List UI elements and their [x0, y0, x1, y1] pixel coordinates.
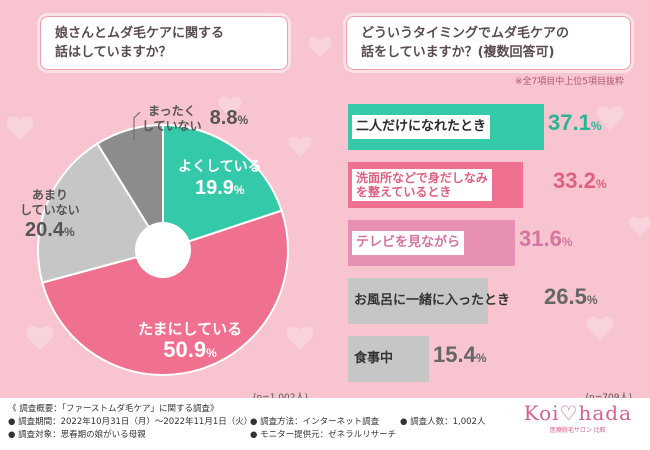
- pie-label-rarely: あまり していない 20.4%: [20, 188, 80, 244]
- footer: 《 調査概要：「ファーストムダ毛ケア」に関する調査》 ● 調査期間：2022年1…: [0, 398, 650, 450]
- pie-label-value: 19.9%: [194, 177, 245, 199]
- pie-label-value: 20.4%: [25, 219, 75, 241]
- left-title-line1: 娘さんとムダ毛ケアに関する: [55, 26, 225, 41]
- bar-label-line: お風呂に一緒に入ったとき: [354, 293, 511, 308]
- pie-label-text: していない: [142, 119, 202, 133]
- bar-label: お風呂に一緒に入ったとき: [354, 278, 510, 324]
- bar-label: テレビを見ながら: [352, 231, 465, 255]
- bar-value: 37.1%: [548, 110, 602, 135]
- pie-label-text: まったく: [148, 104, 196, 118]
- left-title-line2: 話はしていますか？: [55, 45, 172, 60]
- pie-slice-often: [162, 123, 283, 252]
- right-note: ※全7項目中上位5項目抜粋: [515, 77, 624, 87]
- koihada-logo: Koi♡hada 医療脱毛サロン 比較: [524, 403, 632, 436]
- left-title: 娘さんとムダ毛ケアに関する 話はしていますか？: [40, 16, 288, 70]
- footer-survey-title: 《 調査概要：「ファーストムダ毛ケア」に関する調査》: [8, 404, 219, 414]
- bar-fill: [348, 278, 488, 324]
- pie-center-hole: [135, 222, 191, 278]
- logo-text: Koi♡hada: [523, 401, 632, 425]
- footer-count: ● 調査人数：1,002人: [400, 417, 486, 427]
- right-title-line1: どういうタイミングでムダ毛ケアの: [361, 26, 570, 41]
- right-title: どういうタイミングでムダ毛ケアの 話をしていますか？(複数回答可): [346, 16, 631, 70]
- footer-method: ● 調査方法：インターネット調査: [250, 417, 380, 427]
- footer-period: ● 調査期間：2022年10月31日（月）～2022年11月1日（火）: [8, 417, 253, 427]
- pie-slice-rarely: [37, 142, 165, 284]
- bar-label-line: 洗面所などで身だしなみ: [356, 171, 488, 185]
- bar-value: 15.4%: [433, 342, 487, 367]
- pie-label-text: あまり: [31, 188, 68, 202]
- bar-label: 二人だけになれたとき: [352, 115, 491, 139]
- bar-value: 26.5%: [544, 284, 598, 309]
- right-panel: どういうタイミングでムダ毛ケアの 話をしていますか？(複数回答可) ※全7項目中…: [334, 8, 640, 403]
- bar-label: 食事中: [354, 336, 393, 382]
- pie-label-text: していない: [20, 203, 80, 217]
- bar-fill: [348, 336, 429, 382]
- bar-label-line: を整えているとき: [356, 185, 452, 199]
- pie-leader-line: [133, 111, 141, 140]
- pie-label-text: たまにしている: [138, 320, 243, 338]
- logo-subtext: 医療脱毛サロン 比較: [549, 427, 606, 434]
- bar-value: 33.2%: [553, 168, 607, 193]
- pie-label-value: 50.9%: [163, 337, 217, 362]
- pie-label-sometimes: たまにしている 50.9%: [138, 320, 242, 365]
- right-title-line2: 話をしていますか？(複数回答可): [361, 45, 555, 60]
- pie-chart: [37, 111, 289, 376]
- left-panel: 娘さんとムダ毛ケアに関する 話はしていますか？ よくしている 19.9% たまにして…: [10, 8, 316, 403]
- pie-label-value: 8.8%: [209, 107, 249, 129]
- pie-label-never: まったく していない 8.8%: [142, 104, 248, 134]
- footer-target: ● 調査対象：思春期の娘がいる母親: [8, 430, 146, 440]
- bar-value: 31.6%: [519, 226, 573, 251]
- pie-label-often: よくしている 19.9%: [178, 158, 262, 202]
- pie-slice-sometimes: [41, 209, 289, 376]
- bar-label: 洗面所などで身だしなみ を整えているとき: [352, 169, 492, 201]
- bar-label-line: テレビを見ながら: [356, 235, 461, 250]
- pie-slice-never: [95, 123, 164, 254]
- pie-label-text: よくしている: [178, 159, 262, 175]
- footer-provider: ● モニター提供元：ゼネラルリサーチ: [250, 430, 397, 440]
- bar-label-line: 二人だけになれたとき: [356, 119, 487, 134]
- bar-label-line: 食事中: [354, 351, 394, 366]
